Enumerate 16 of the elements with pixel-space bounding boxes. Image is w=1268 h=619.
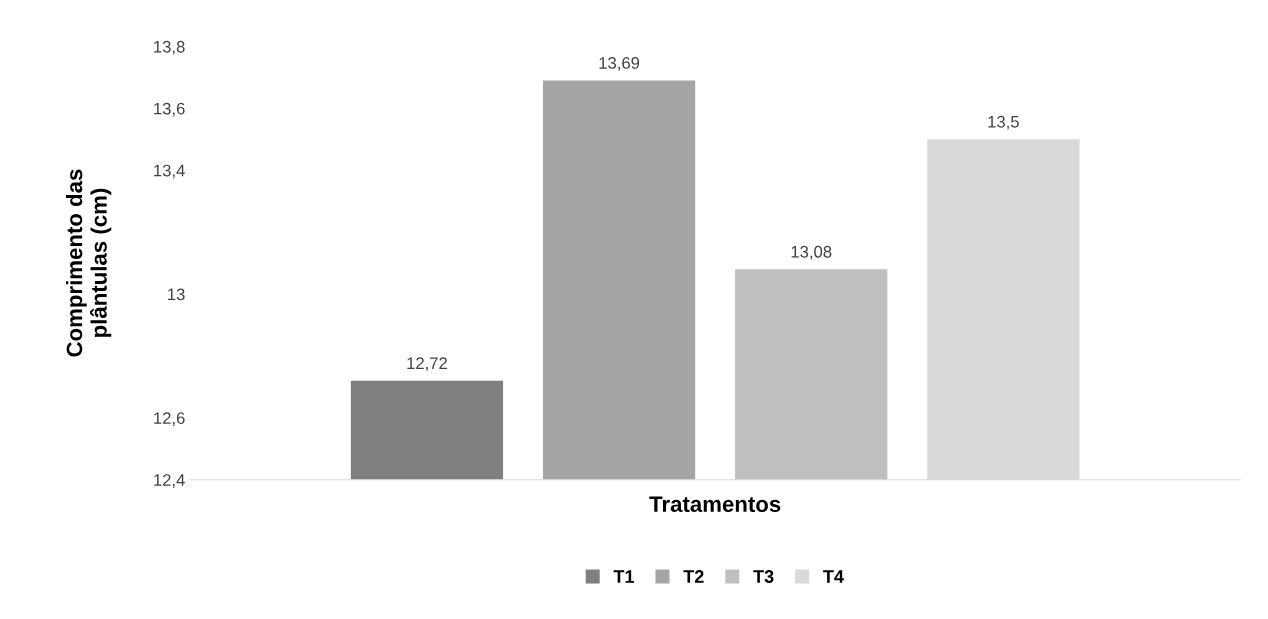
y-tick-label: 13,6 [154,102,185,117]
data-label: 13,5 [988,115,1019,130]
legend-label: T1 [613,570,634,583]
data-label: 13,69 [599,57,640,71]
data-label: 12,72 [407,357,447,372]
y-tick-label: 13 [168,288,185,301]
data-label: 13,08 [791,245,832,260]
y-tick-label: 12,4 [154,474,185,488]
y-tick-label: 13,8 [154,40,185,55]
x-axis-title: Tratamentos [649,496,781,513]
legend-label: T2 [683,570,704,583]
y-tick-label: 12,6 [154,412,185,426]
legend-label: T4 [823,570,844,583]
y-axis-title: Comprimento das plântulas (cm) [66,169,112,357]
y-tick-label: 13,4 [154,164,185,179]
legend-label: T3 [753,570,774,583]
